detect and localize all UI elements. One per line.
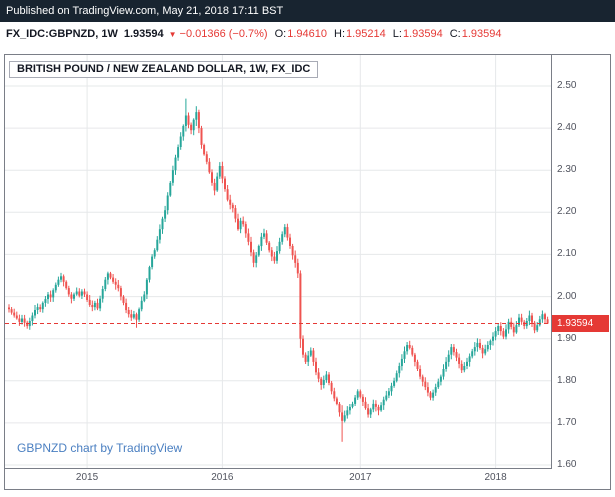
chart-pane: BRITISH POUND / NEW ZEALAND DOLLAR, 1W, … (4, 54, 611, 490)
price-tick-label: 1.90 (557, 332, 577, 344)
open-value: 1.94610 (287, 28, 327, 40)
price-tick-label: 1.70 (557, 416, 577, 428)
price-change: −0.01366 (−0.7%) (179, 28, 268, 40)
price-tick-label: 2.40 (557, 122, 577, 134)
price-tick-label: 2.20 (557, 206, 577, 218)
low-value: 1.93594 (402, 28, 443, 40)
high-label: H: (334, 28, 345, 40)
time-axis[interactable]: 2015 2016 2017 2018 (5, 469, 552, 488)
candlestick-chart[interactable] (5, 55, 551, 468)
tradingview-attribution-link[interactable]: GBPNZD chart by TradingView (17, 441, 183, 455)
candlestick-plot-area[interactable]: BRITISH POUND / NEW ZEALAND DOLLAR, 1W, … (5, 55, 552, 469)
symbol-name: FX_IDC:GBPNZD, 1W (6, 28, 118, 40)
published-banner: Published on TradingView.com, May 21, 20… (0, 0, 615, 22)
time-tick-label: 2017 (349, 472, 372, 483)
chart-legend: BRITISH POUND / NEW ZEALAND DOLLAR, 1W, … (9, 61, 319, 78)
high-value: 1.95214 (346, 28, 386, 40)
open-label: O: (274, 28, 287, 40)
current-price-tag: 1.93594 (552, 315, 609, 333)
price-tick-label: 2.10 (557, 248, 577, 260)
price-down-arrow-icon: ▼ (168, 29, 177, 39)
close-label: C: (449, 28, 461, 40)
published-banner-text: Published on TradingView.com, May 21, 20… (6, 5, 284, 17)
time-tick-label: 2018 (484, 472, 507, 483)
time-tick-label: 2015 (75, 472, 99, 483)
price-tick-label: 1.60 (557, 459, 577, 470)
time-tick-label: 2016 (211, 472, 234, 483)
close-value: 1.93594 (461, 28, 502, 40)
low-label: L: (392, 28, 402, 40)
price-tick-label: 2.00 (557, 290, 577, 302)
symbol-info-bar: FX_IDC:GBPNZD, 1W 1.93594 ▼ −0.01366 (−0… (0, 22, 615, 46)
price-tick-label: 2.30 (557, 164, 577, 176)
price-axis[interactable]: 2.50 2.40 2.30 2.20 2.10 2.00 1.90 1.80 1.70 1.60… (552, 55, 610, 470)
price-tick-label: 2.50 (557, 80, 577, 91)
chart-legend-text: BRITISH POUND / NEW ZEALAND DOLLAR, 1W, … (17, 63, 311, 75)
last-price: 1.93594 (123, 28, 164, 40)
price-tick-label: 1.80 (557, 374, 577, 386)
